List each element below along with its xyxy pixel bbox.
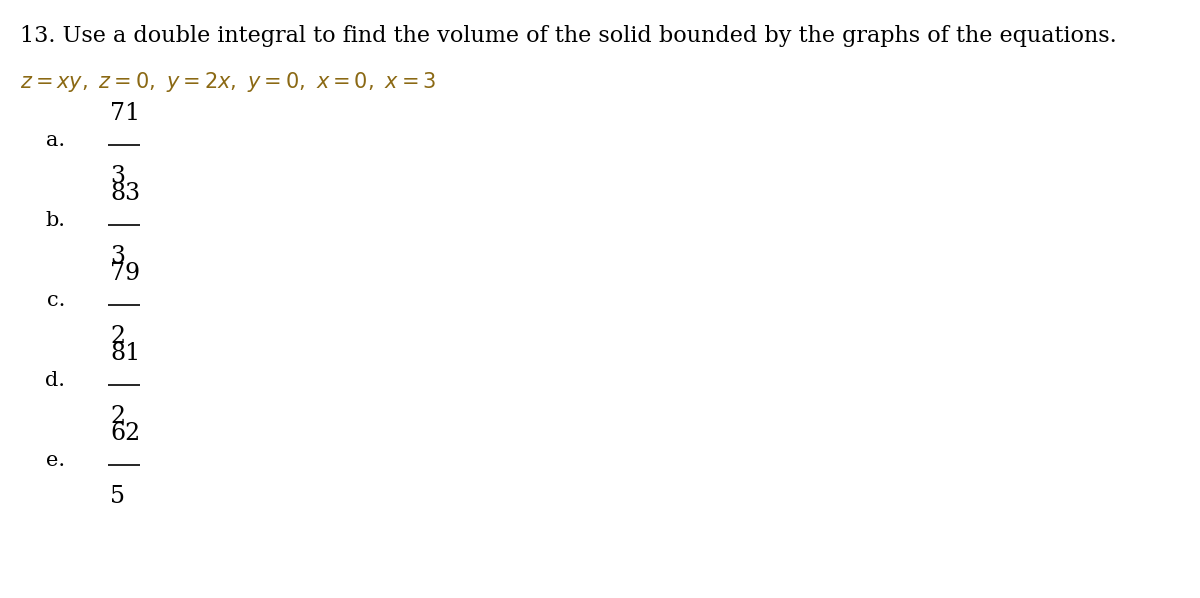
Text: c.: c. bbox=[47, 291, 65, 310]
Text: 2: 2 bbox=[110, 405, 125, 428]
Text: 5: 5 bbox=[110, 485, 125, 508]
Text: d.: d. bbox=[46, 371, 65, 389]
Text: 79: 79 bbox=[110, 262, 140, 285]
Text: 3: 3 bbox=[110, 165, 125, 188]
Text: 81: 81 bbox=[110, 342, 140, 365]
Text: 71: 71 bbox=[110, 102, 140, 125]
Text: $z = xy,\ z = 0,\ y = 2x,\ y = 0,\ x = 0,\ x = 3$: $z = xy,\ z = 0,\ y = 2x,\ y = 0,\ x = 0… bbox=[20, 70, 437, 94]
Text: a.: a. bbox=[46, 130, 65, 150]
Text: b.: b. bbox=[46, 210, 65, 230]
Text: 3: 3 bbox=[110, 245, 125, 268]
Text: 62: 62 bbox=[110, 422, 140, 445]
Text: 2: 2 bbox=[110, 325, 125, 348]
Text: 83: 83 bbox=[110, 182, 140, 205]
Text: 13. Use a double integral to find the volume of the solid bounded by the graphs : 13. Use a double integral to find the vo… bbox=[20, 25, 1117, 47]
Text: e.: e. bbox=[46, 450, 65, 469]
